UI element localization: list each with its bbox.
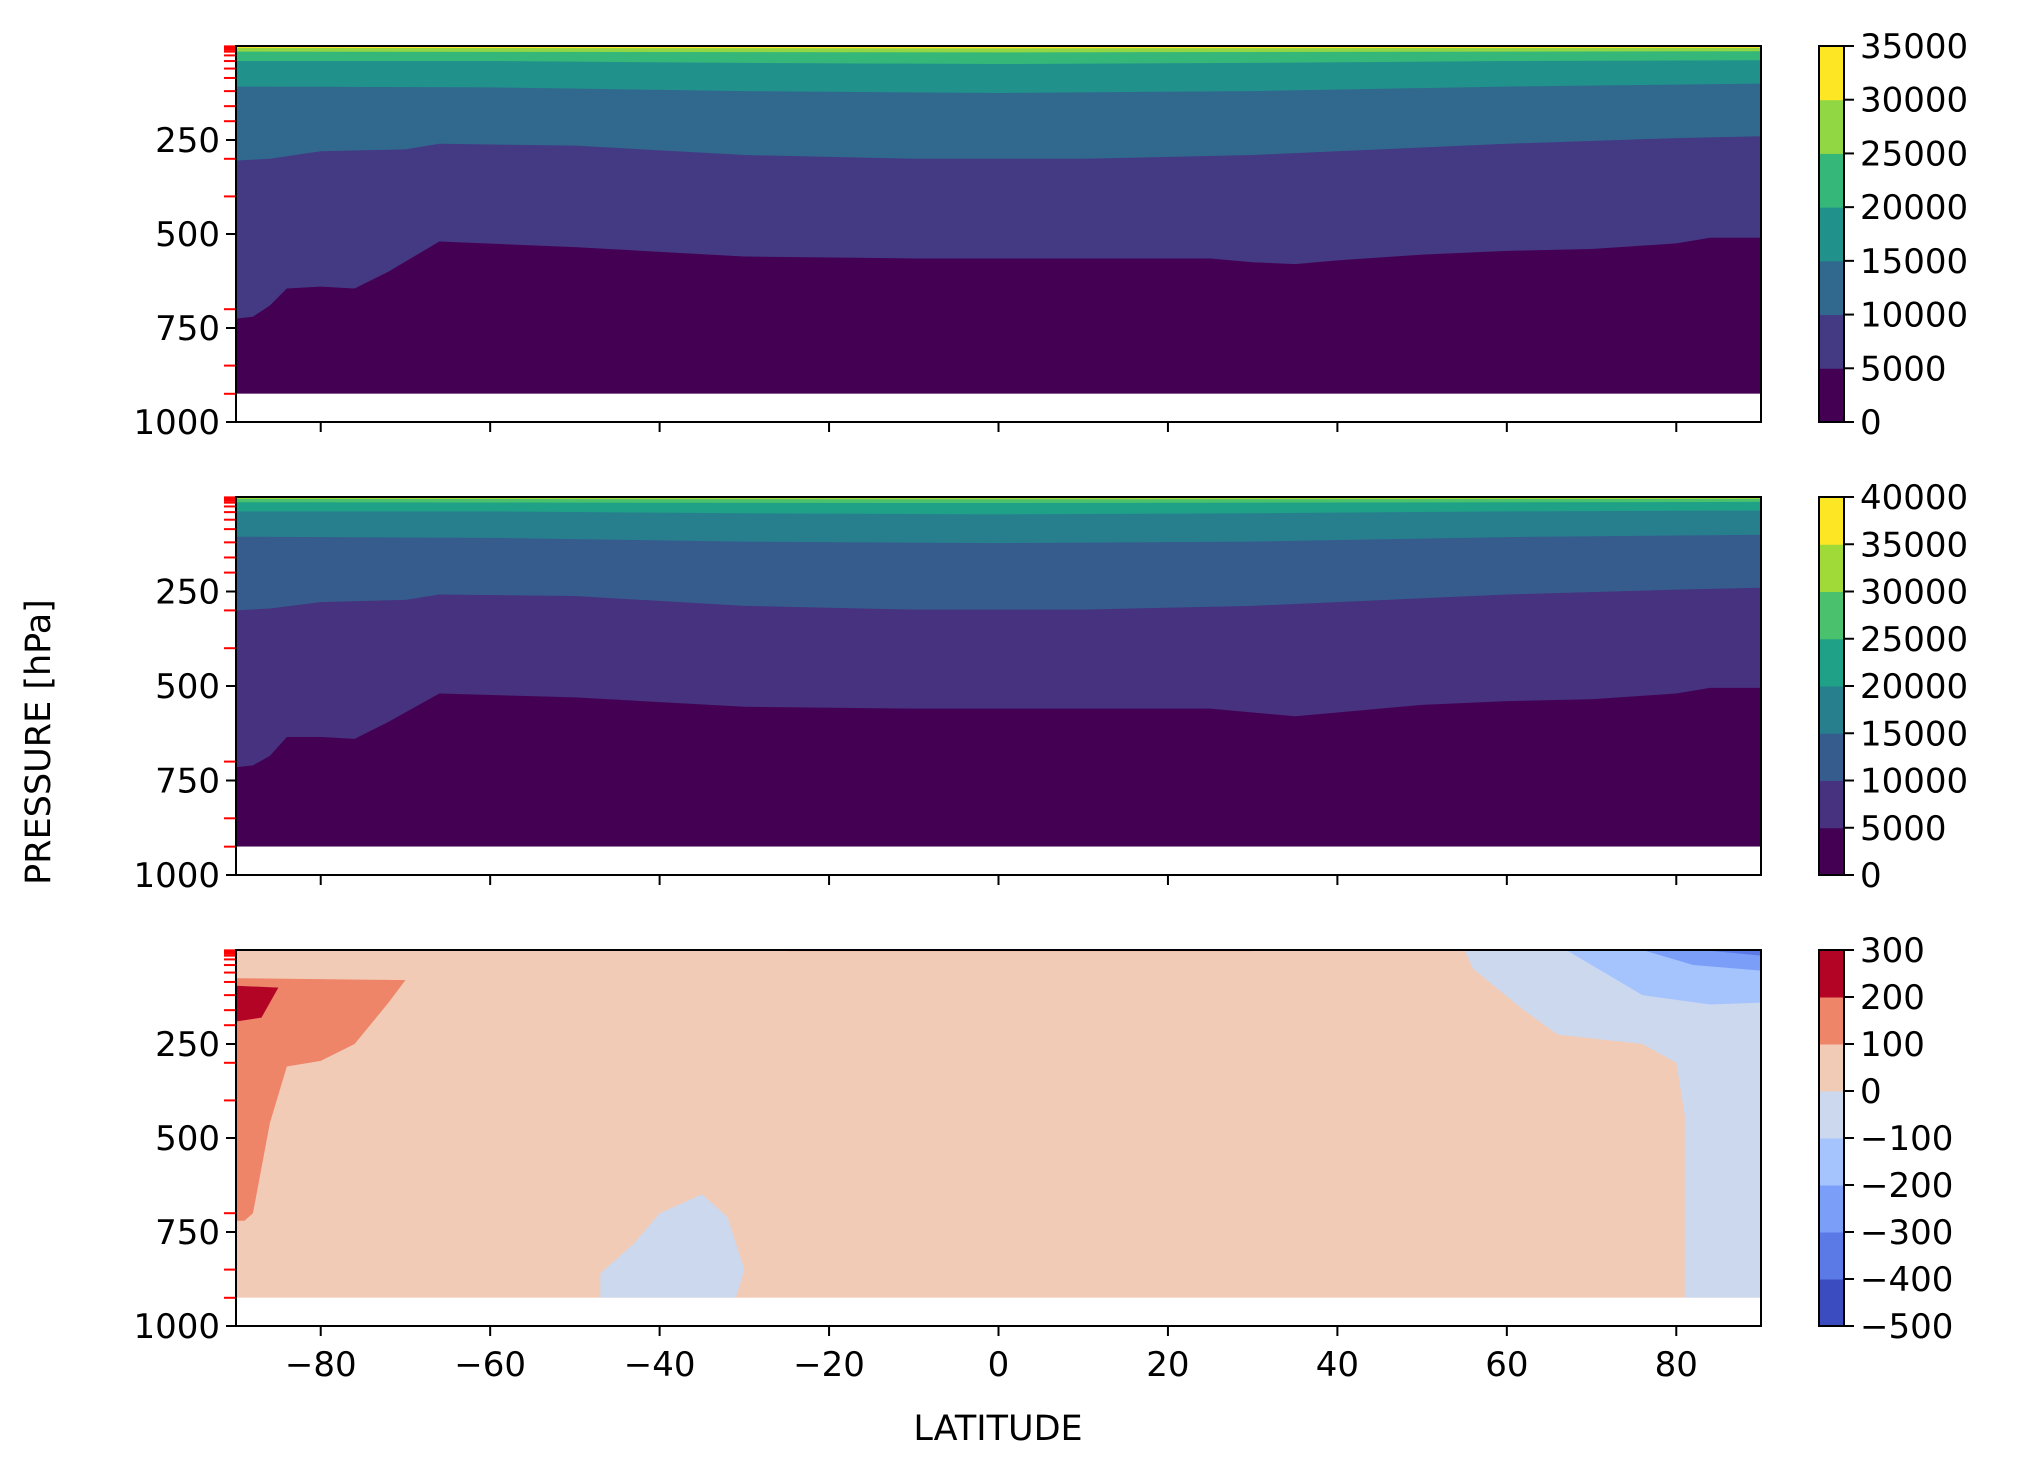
colorbar: 300 200 100 0 −100 −200 −300 −400 −500 bbox=[1818, 931, 1953, 1347]
y-tick-label: 500 bbox=[155, 215, 220, 255]
colorbar-segment bbox=[1819, 780, 1844, 829]
colorbar-segment bbox=[1819, 314, 1844, 369]
colorbar-tick-label: 15000 bbox=[1860, 242, 1968, 282]
y-tick-label: 250 bbox=[155, 1025, 220, 1065]
y-tick-label: 500 bbox=[155, 667, 220, 707]
colorbar-tick-label: −400 bbox=[1860, 1260, 1953, 1300]
colorbar-segment bbox=[1819, 99, 1844, 154]
y-tick-label: 250 bbox=[155, 121, 220, 161]
colorbar: 40000 35000 30000 25000 20000 15000 10000 5000 0 bbox=[1818, 478, 1968, 896]
colorbar-segment bbox=[1819, 1232, 1844, 1280]
colorbar-segment bbox=[1819, 207, 1844, 262]
contour-region bbox=[236, 978, 406, 1221]
colorbar: 35000 30000 25000 20000 15000 10000 5000 0 bbox=[1818, 27, 1968, 443]
colorbar-segment bbox=[1819, 1138, 1844, 1186]
y-tick-label: 250 bbox=[155, 573, 220, 613]
colorbar-tick-label: 20000 bbox=[1860, 667, 1968, 707]
colorbar-segment bbox=[1819, 733, 1844, 781]
colorbar-tick-label: 5000 bbox=[1860, 809, 1947, 849]
contour-region bbox=[236, 950, 1761, 1298]
colorbar-tick-label: 30000 bbox=[1860, 573, 1968, 613]
colorbar-segment bbox=[1819, 827, 1844, 876]
y-tick-label: 1000 bbox=[133, 403, 220, 443]
colorbar-tick-label: 35000 bbox=[1860, 27, 1968, 67]
colorbar-segment bbox=[1819, 46, 1844, 101]
colorbar-segment bbox=[1819, 591, 1844, 640]
colorbar-tick-label: 200 bbox=[1860, 978, 1925, 1018]
y-axis-title: PRESSURE [hPa] bbox=[19, 599, 59, 885]
panels: 2505007501000350003000025000200001500010… bbox=[133, 27, 1968, 1385]
x-tick-label: −40 bbox=[624, 1345, 696, 1385]
y-tick-label: 750 bbox=[155, 1213, 220, 1253]
contour-region bbox=[236, 985, 279, 1022]
colorbar-tick-label: 5000 bbox=[1860, 349, 1947, 389]
colorbar-tick-label: 10000 bbox=[1860, 296, 1968, 336]
colorbar-tick-label: 10000 bbox=[1860, 762, 1968, 802]
x-tick-label: 80 bbox=[1655, 1345, 1698, 1385]
colorbar-segment bbox=[1819, 1091, 1844, 1139]
colorbar-tick-label: 40000 bbox=[1860, 478, 1968, 518]
colorbar-tick-label: 0 bbox=[1860, 1072, 1882, 1112]
colorbar-tick-label: 30000 bbox=[1860, 81, 1968, 121]
colorbar-segment bbox=[1819, 1044, 1844, 1092]
panel-1: 250 500 750 1000 35000 30000 25000 20000 15000 10… bbox=[133, 27, 1968, 443]
y-tick-label: 1000 bbox=[133, 856, 220, 896]
colorbar-tick-label: 0 bbox=[1860, 403, 1882, 443]
colorbar-segment bbox=[1819, 1279, 1844, 1327]
contour-fills bbox=[236, 497, 1761, 847]
colorbar-segment bbox=[1819, 997, 1844, 1045]
panel-2: 250 500 750 1000 40000 35000 30000 25000 20000 15… bbox=[133, 478, 1968, 896]
colorbar-tick-label: 20000 bbox=[1860, 188, 1968, 228]
y-tick-label: 750 bbox=[155, 309, 220, 349]
colorbar-tick-label: −500 bbox=[1860, 1307, 1953, 1347]
x-tick-label: −80 bbox=[285, 1345, 357, 1385]
x-tick-label: −60 bbox=[454, 1345, 526, 1385]
x-tick-label: 40 bbox=[1316, 1345, 1359, 1385]
colorbar-tick-label: 35000 bbox=[1860, 525, 1968, 565]
colorbar-tick-label: −100 bbox=[1860, 1119, 1953, 1159]
contour-region bbox=[1464, 950, 1761, 1298]
contour-fills bbox=[236, 46, 1761, 394]
colorbar-segment bbox=[1819, 950, 1844, 998]
colorbar-segment bbox=[1819, 260, 1844, 316]
colorbar-segment bbox=[1819, 1185, 1844, 1233]
colorbar-tick-label: 300 bbox=[1860, 931, 1925, 971]
contour-fills bbox=[236, 950, 1761, 1298]
colorbar-tick-label: 25000 bbox=[1860, 620, 1968, 660]
colorbar-tick-label: 25000 bbox=[1860, 134, 1968, 174]
colorbar-frame bbox=[1818, 45, 1845, 423]
colorbar-tick-label: 15000 bbox=[1860, 714, 1968, 754]
contour-region bbox=[600, 1194, 745, 1298]
colorbar-segment bbox=[1819, 686, 1844, 734]
contour-region bbox=[1701, 950, 1761, 956]
colorbar-segment bbox=[1819, 638, 1844, 687]
x-axis-title: LATITUDE bbox=[913, 1409, 1082, 1449]
colorbar-segment bbox=[1819, 544, 1844, 592]
y-tick-label: 500 bbox=[155, 1119, 220, 1159]
x-tick-label: 0 bbox=[988, 1345, 1010, 1385]
y-tick-label: 750 bbox=[155, 762, 220, 802]
colorbar-tick-label: 0 bbox=[1860, 856, 1882, 896]
colorbar-segment bbox=[1819, 153, 1844, 208]
colorbar-tick-label: −300 bbox=[1860, 1213, 1953, 1253]
colorbar-tick-label: −200 bbox=[1860, 1166, 1953, 1206]
contour-region bbox=[1642, 950, 1761, 971]
colorbar-segment bbox=[1819, 497, 1844, 545]
x-tick-label: −20 bbox=[793, 1345, 865, 1385]
colorbar-tick-label: 100 bbox=[1860, 1025, 1925, 1065]
y-tick-label: 1000 bbox=[133, 1307, 220, 1347]
x-tick-label: 20 bbox=[1146, 1345, 1189, 1385]
x-tick-label: 60 bbox=[1485, 1345, 1528, 1385]
colorbar-segment bbox=[1819, 368, 1844, 423]
